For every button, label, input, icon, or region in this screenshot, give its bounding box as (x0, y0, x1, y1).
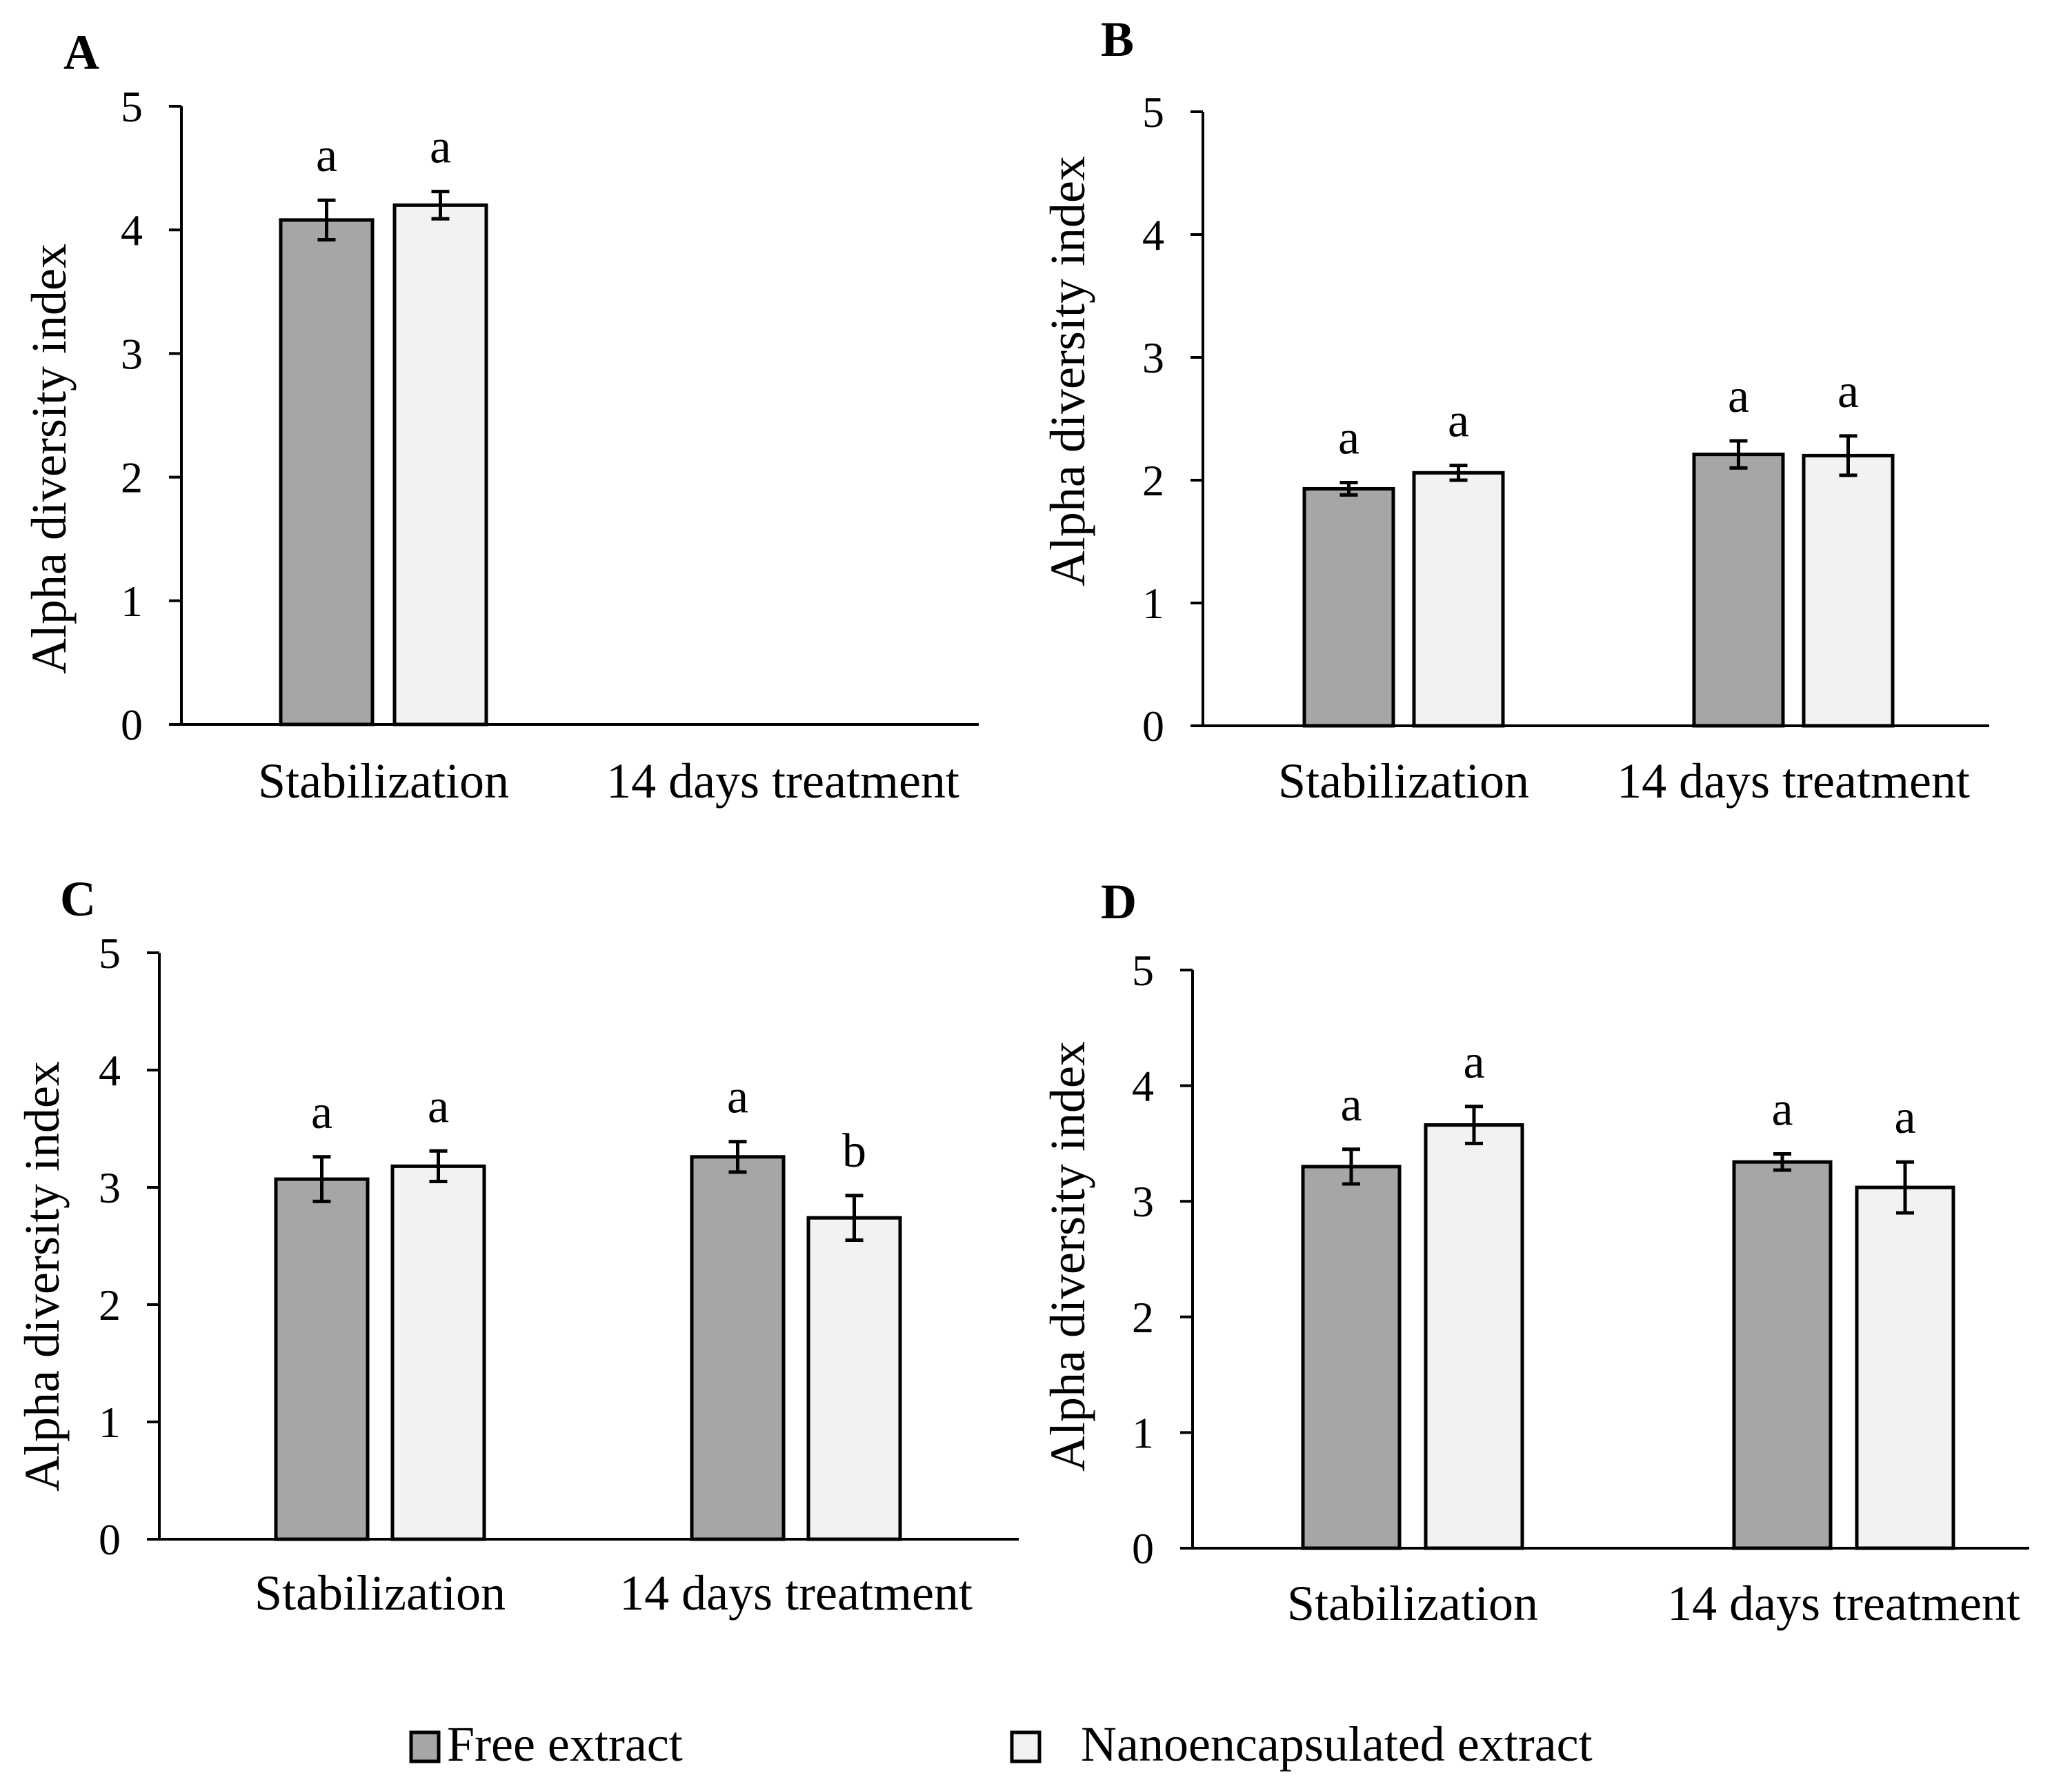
error-bar-free-0 (1342, 1147, 1360, 1186)
significance-letter-free-1: a (1771, 1082, 1793, 1136)
bar-nano-1 (1802, 453, 1895, 728)
y-tick-label: 5 (121, 82, 143, 131)
legend-swatch-free (409, 1730, 441, 1763)
x-category-label: 14 days treatment (1667, 1576, 2020, 1631)
significance-letter-free-0: a (1340, 1078, 1362, 1131)
error-bar-free-1 (1729, 439, 1748, 470)
x-category-label: 14 days treatment (619, 1565, 973, 1621)
y-tick-label: 5 (1132, 946, 1154, 995)
bar-free-1 (1732, 1160, 1833, 1550)
significance-letter-nano-1: a (1894, 1091, 1915, 1144)
legend-label-free: Free extract (447, 1717, 683, 1772)
y-tick-label: 5 (99, 929, 121, 978)
error-bar-free-1 (1773, 1151, 1791, 1172)
y-tick-label: 2 (1142, 456, 1164, 505)
panel-label-a: A (63, 25, 99, 80)
y-tick-label: 3 (121, 329, 143, 378)
error-bar-nano-1 (1896, 1160, 1914, 1215)
error-bar-nano-1 (845, 1194, 864, 1242)
y-tick-label: 3 (1132, 1177, 1154, 1226)
y-tick-label: 5 (1142, 88, 1164, 137)
y-tick-label: 4 (99, 1046, 121, 1095)
y-axis-label: Alpha diversity index (1040, 156, 1095, 586)
bar-nano-0 (1424, 1123, 1524, 1550)
y-tick-label: 2 (1132, 1293, 1154, 1342)
y-tick-label: 1 (1142, 579, 1164, 628)
bar-free-0 (1301, 1165, 1402, 1550)
significance-letter-nano-0: a (430, 121, 451, 174)
x-category-label: Stabilization (1278, 753, 1529, 809)
panels: A Alpha diversity index 0 1 2 3 4 5 a a Stabilizat… (14, 12, 2029, 1631)
bar-free-0 (279, 218, 375, 726)
x-category-label: Stabilization (255, 1565, 506, 1621)
bar-free-0 (274, 1177, 370, 1541)
bar-nano-0 (390, 1164, 486, 1541)
y-tick-label: 0 (1132, 1524, 1154, 1573)
y-axis-label: Alpha diversity index (14, 1061, 70, 1492)
significance-letter-free-0: a (316, 129, 337, 182)
error-bar-nano-1 (1839, 434, 1857, 477)
y-tick-label: 2 (99, 1280, 121, 1329)
x-category-label: 14 days treatment (1617, 753, 1970, 809)
error-bar-nano-0 (431, 190, 450, 221)
y-tick-label: 3 (99, 1163, 121, 1212)
panel-c: C Alpha diversity index 0 1 2 3 4 5 a a a b Stabiliz… (14, 871, 1019, 1621)
error-bar-nano-0 (429, 1149, 448, 1183)
y-tick-label: 1 (99, 1398, 121, 1447)
bar-free-0 (1302, 486, 1395, 728)
bar-free-1 (1692, 453, 1785, 728)
y-tick-label: 0 (99, 1515, 121, 1564)
error-bar-free-0 (312, 1155, 331, 1203)
significance-letter-nano-1: a (1837, 365, 1859, 418)
bar-nano-0 (1412, 471, 1505, 728)
significance-letter-nano-1: b (842, 1125, 866, 1178)
panel-d: D Alpha diversity index 0 1 2 3 4 5 a a a a Stabiliz… (1040, 874, 2029, 1631)
x-category-label: 14 days treatment (606, 753, 959, 809)
significance-letter-free-1: a (1728, 370, 1749, 423)
bar-nano-0 (392, 203, 488, 726)
legend-swatch-nano (1010, 1730, 1042, 1763)
y-tick-label: 3 (1142, 333, 1164, 382)
error-bar-nano-0 (1449, 464, 1468, 482)
panel-label-d: D (1101, 874, 1137, 929)
y-tick-label: 2 (121, 453, 143, 502)
y-tick-label: 0 (1142, 702, 1164, 751)
x-category-label: Stabilization (1287, 1576, 1538, 1631)
panel-label-b: B (1101, 12, 1134, 67)
legend-label-nano: Nanoencapsulated extract (1081, 1717, 1593, 1772)
bar-free-1 (690, 1155, 786, 1541)
panel-b: B Alpha diversity index 0 1 2 3 4 5 a a a a Stabiliz… (1040, 12, 1989, 809)
error-bar-free-1 (728, 1140, 747, 1174)
y-tick-label: 1 (121, 577, 143, 626)
y-tick-label: 4 (1132, 1062, 1154, 1111)
panel-a: A Alpha diversity index 0 1 2 3 4 5 a a Stabilizat… (21, 25, 979, 809)
y-axis-label: Alpha diversity index (1040, 1041, 1095, 1472)
significance-letter-free-0: a (311, 1086, 332, 1139)
y-tick-label: 4 (1142, 210, 1164, 259)
significance-letter-free-1: a (727, 1071, 748, 1124)
significance-letter-nano-0: a (1448, 395, 1469, 448)
y-tick-label: 1 (1132, 1408, 1154, 1457)
error-bar-free-0 (1339, 481, 1358, 497)
panel-label-c: C (60, 871, 96, 927)
error-bar-free-0 (317, 198, 336, 242)
x-category-label: Stabilization (258, 753, 509, 809)
bar-nano-1 (806, 1216, 902, 1541)
significance-letter-nano-0: a (428, 1080, 449, 1133)
y-tick-label: 0 (121, 700, 143, 749)
y-tick-label: 4 (121, 206, 143, 255)
significance-letter-nano-0: a (1463, 1036, 1484, 1089)
y-axis-label: Alpha diversity index (21, 244, 77, 674)
bar-nano-1 (1855, 1185, 1955, 1550)
significance-letter-free-0: a (1338, 412, 1359, 465)
error-bar-nano-0 (1465, 1105, 1483, 1145)
legend: Free extract Nanoencapsulated extract (409, 1717, 1593, 1772)
